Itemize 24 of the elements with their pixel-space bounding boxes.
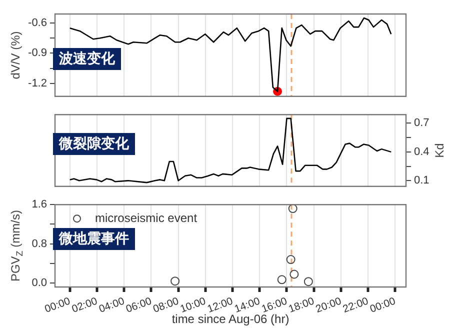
y2-tick-label: 0.4 [414, 146, 430, 158]
x-tick-label: 18:00 [287, 296, 316, 316]
x-tick-label: 20:00 [314, 296, 344, 316]
y-tick-label: -1.2 [28, 77, 47, 90]
y2-axis-title: Kd [432, 143, 446, 158]
x-tick-label: 00:00 [368, 296, 398, 316]
annotation: 微裂隙变化 [53, 133, 135, 155]
x-tick-label: 22:00 [342, 296, 370, 316]
y-tick-label: 1.6 [32, 198, 47, 211]
annotation: 微地震事件 [53, 228, 135, 250]
y-tick-label: -0.6 [28, 17, 47, 30]
annotation: 波速变化 [53, 48, 121, 70]
y-tick-label: 0.8 [32, 238, 47, 250]
legend-label: microseismic event [95, 210, 198, 225]
x-tick-label: 00:00 [43, 296, 72, 316]
y-axis-title: PGVZ (mm/s) [8, 210, 24, 282]
x-tick-label: 04:00 [98, 296, 126, 316]
x-tick-label: 06:00 [124, 296, 154, 316]
y-axis-title: dV/V (%) [8, 31, 22, 80]
y2-tick-label: 0.1 [414, 174, 430, 187]
y-tick-label: 0.0 [32, 277, 47, 290]
y-tick-label: -0.9 [28, 47, 47, 60]
x-tick-label: 02:00 [70, 296, 100, 316]
y2-tick-label: 0.7 [414, 117, 430, 130]
